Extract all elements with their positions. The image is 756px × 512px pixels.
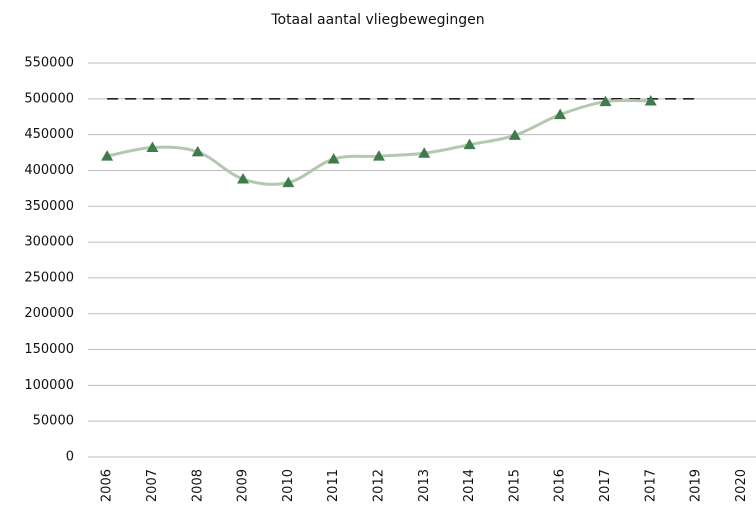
x-tick-label: 2017	[598, 469, 613, 502]
marker	[418, 147, 431, 158]
marker	[146, 141, 159, 153]
x-tick-label: 2017	[643, 469, 658, 502]
marker	[237, 173, 250, 184]
y-tick-label: 50000	[33, 414, 74, 429]
y-tick-label: 550000	[24, 56, 74, 71]
x-tick-label: 2014	[462, 469, 477, 502]
x-tick-label: 2009	[236, 469, 251, 502]
marker	[101, 150, 114, 161]
y-tick-label: 400000	[24, 163, 74, 178]
y-tick-label: 450000	[24, 127, 74, 142]
x-tick-label: 2007	[145, 469, 160, 502]
y-tick-label: 0	[66, 450, 74, 465]
marker	[644, 94, 657, 106]
x-tick-label: 2012	[371, 469, 386, 502]
y-tick-label: 250000	[24, 270, 74, 285]
y-tick-label: 350000	[24, 199, 74, 214]
x-tick-label: 2006	[100, 469, 115, 502]
marker	[191, 145, 204, 157]
x-tick-label: 2011	[326, 469, 341, 502]
marker	[327, 152, 340, 164]
y-tick-label: 500000	[24, 91, 74, 106]
x-tick-label: 2016	[553, 469, 568, 502]
marker	[372, 150, 385, 161]
x-tick-label: 2019	[689, 469, 704, 502]
y-tick-label: 150000	[24, 342, 74, 357]
marker	[282, 176, 295, 188]
marker	[554, 108, 567, 120]
x-tick-label: 2015	[507, 469, 522, 502]
marker	[463, 138, 476, 150]
line	[106, 98, 651, 186]
x-tick-label: 2008	[190, 469, 205, 502]
x-tick-label: 2013	[417, 469, 432, 502]
chart-title: Totaal aantal vliegbewegingen	[270, 12, 484, 28]
y-tick-label: 100000	[24, 378, 74, 393]
x-tick-label: 2010	[281, 469, 296, 502]
x-tick-label: 2020	[734, 469, 749, 502]
marker	[508, 129, 521, 140]
y-tick-label: 200000	[24, 306, 74, 321]
marker	[599, 95, 612, 107]
y-tick-label: 300000	[24, 235, 74, 250]
